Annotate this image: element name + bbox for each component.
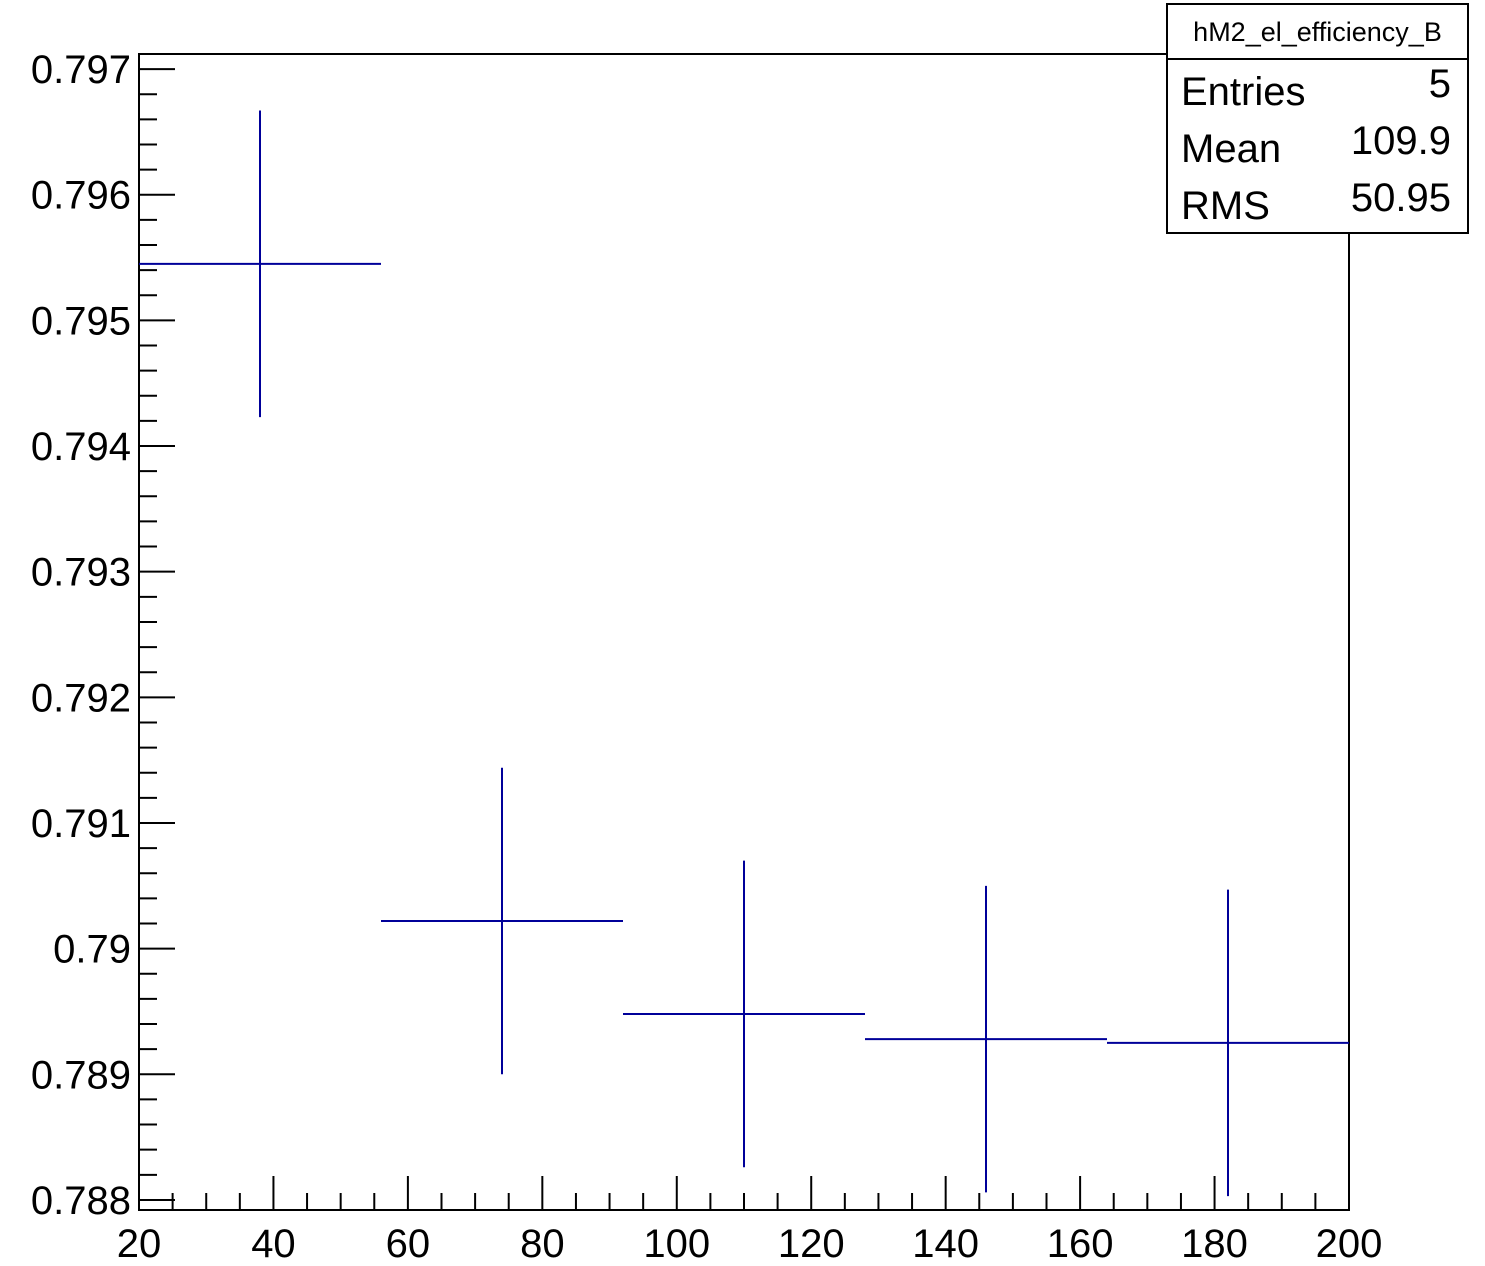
stats-row-entries: Entries 5	[1168, 60, 1467, 117]
x-tick-label: 60	[386, 1222, 431, 1266]
stats-rms-label: RMS	[1181, 184, 1270, 228]
stats-rms-value: 50.95	[1350, 176, 1451, 220]
data-point	[381, 767, 623, 1075]
x-tick-label: 160	[1047, 1222, 1114, 1266]
stats-row-mean: Mean 109.9	[1168, 117, 1467, 174]
data-point	[139, 110, 381, 418]
x-tick-label: 120	[778, 1222, 845, 1266]
y-tick-label: 0.792	[31, 676, 131, 720]
y-tick-label: 0.794	[31, 425, 131, 469]
stats-box: hM2_el_efficiency_B Entries 5 Mean 109.9…	[1166, 3, 1469, 234]
stats-entries-label: Entries	[1181, 70, 1306, 114]
x-tick-label: 100	[643, 1222, 710, 1266]
y-tick-label: 0.789	[31, 1053, 131, 1097]
x-tick-label: 180	[1181, 1222, 1248, 1266]
data-point	[1107, 889, 1349, 1197]
stats-mean-value: 109.9	[1350, 119, 1451, 163]
stats-entries-value: 5	[1428, 62, 1451, 106]
stats-row-rms: RMS 50.95	[1168, 174, 1467, 231]
stats-mean-label: Mean	[1181, 127, 1282, 171]
y-tick-label: 0.79	[53, 928, 131, 972]
y-tick-label: 0.795	[31, 299, 131, 343]
x-tick-label: 200	[1316, 1222, 1383, 1266]
y-tick-label: 0.796	[31, 174, 131, 218]
x-tick-label: 40	[251, 1222, 296, 1266]
y-tick-label: 0.793	[31, 551, 131, 595]
data-point	[623, 860, 865, 1168]
data-point	[865, 885, 1107, 1193]
x-tick-label: 20	[117, 1222, 162, 1266]
x-tick-label: 80	[520, 1222, 565, 1266]
y-tick-label: 0.791	[31, 802, 131, 846]
y-tick-label: 0.788	[31, 1179, 131, 1223]
stats-title: hM2_el_efficiency_B	[1168, 5, 1467, 60]
y-tick-label: 0.797	[31, 48, 131, 92]
x-tick-label: 140	[912, 1222, 979, 1266]
